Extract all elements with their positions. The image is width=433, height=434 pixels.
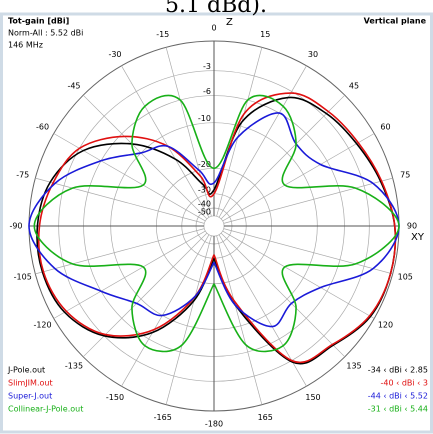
grid-spoke bbox=[223, 228, 393, 275]
legend-range: -34 ‹ dBi ‹ 2.85 bbox=[368, 366, 428, 375]
pattern-line bbox=[36, 96, 397, 365]
legend-name: J-Pole.out bbox=[7, 366, 45, 375]
grid-spoke bbox=[165, 47, 212, 217]
legend-range: -44 ‹ dBi ‹ 5.52 bbox=[368, 392, 428, 401]
grid-spoke bbox=[223, 177, 393, 224]
ring-label: -20 bbox=[198, 160, 211, 169]
caption-fragment: 5.1 dBd). bbox=[165, 0, 267, 18]
angle-label: 120 bbox=[378, 321, 393, 330]
grid-spoke bbox=[35, 177, 205, 224]
angle-label: 150 bbox=[305, 393, 320, 402]
angle-label: 60 bbox=[380, 123, 390, 132]
ring-label: -40 bbox=[198, 200, 211, 209]
angle-label: -90 bbox=[9, 222, 22, 231]
legend-name: Super-J.out bbox=[8, 392, 52, 401]
ring-label: -6 bbox=[203, 87, 211, 96]
angle-label: 15 bbox=[260, 30, 270, 39]
angle-label: -120 bbox=[33, 321, 51, 330]
angle-label: 45 bbox=[349, 81, 359, 90]
pattern-line bbox=[37, 92, 397, 364]
subtitle: Norm-All : 5.52 dBi bbox=[8, 29, 83, 38]
angle-label: 135 bbox=[346, 362, 361, 371]
grid-spoke bbox=[216, 47, 263, 217]
legend-name: Collinear-J-Pole.out bbox=[8, 405, 83, 414]
grid-spoke bbox=[53, 230, 206, 319]
angle-label: -135 bbox=[65, 362, 83, 371]
angle-label: 75 bbox=[400, 170, 410, 179]
grid-spoke bbox=[121, 234, 210, 387]
angle-label: -105 bbox=[14, 273, 32, 282]
ring-label: -3 bbox=[203, 62, 211, 71]
grid-spoke bbox=[82, 94, 208, 220]
grid-spoke bbox=[35, 228, 205, 275]
grid-spoke bbox=[222, 133, 375, 222]
angle-label: 0 bbox=[211, 24, 216, 33]
axis-label-z: Z bbox=[226, 17, 233, 28]
legend-name: SlimJIM.out bbox=[8, 379, 53, 388]
legend-range: -40 ‹ dBi ‹ 3 bbox=[380, 379, 428, 388]
angle-label: -60 bbox=[36, 123, 49, 132]
angle-label: -180 bbox=[205, 420, 223, 429]
ring-label: -10 bbox=[198, 114, 211, 123]
plane-label: Vertical plane bbox=[364, 17, 427, 26]
angle-label: 90 bbox=[407, 222, 417, 231]
ring-label: -50 bbox=[198, 207, 211, 216]
angle-label: -15 bbox=[156, 30, 169, 39]
angle-label: -45 bbox=[67, 81, 80, 90]
angle-label: -165 bbox=[154, 413, 172, 422]
grid-spoke bbox=[165, 235, 212, 405]
chart-title: Tot-gain [dBi] bbox=[8, 17, 69, 26]
grid-spoke bbox=[222, 230, 375, 319]
angle-label: -30 bbox=[108, 50, 121, 59]
grid-spoke bbox=[121, 65, 210, 218]
pattern-line bbox=[28, 112, 400, 328]
angle-label: 30 bbox=[308, 50, 318, 59]
grid-spoke bbox=[220, 94, 346, 220]
grid-spoke bbox=[218, 65, 307, 218]
grid-spoke bbox=[220, 232, 346, 358]
angle-label: -75 bbox=[16, 170, 29, 179]
angle-label: -150 bbox=[106, 393, 124, 402]
angle-label: 165 bbox=[258, 413, 273, 422]
angle-label: 105 bbox=[398, 273, 413, 282]
ring-label: -30 bbox=[198, 185, 211, 194]
pattern-line bbox=[33, 94, 400, 353]
frequency: 146 MHz bbox=[8, 41, 43, 50]
plot-frame bbox=[0, 12, 433, 434]
legend-range: -31 ‹ dBi ‹ 5.44 bbox=[368, 405, 428, 414]
axis-label-xy: XY bbox=[411, 232, 425, 243]
grid-spoke bbox=[216, 235, 263, 405]
